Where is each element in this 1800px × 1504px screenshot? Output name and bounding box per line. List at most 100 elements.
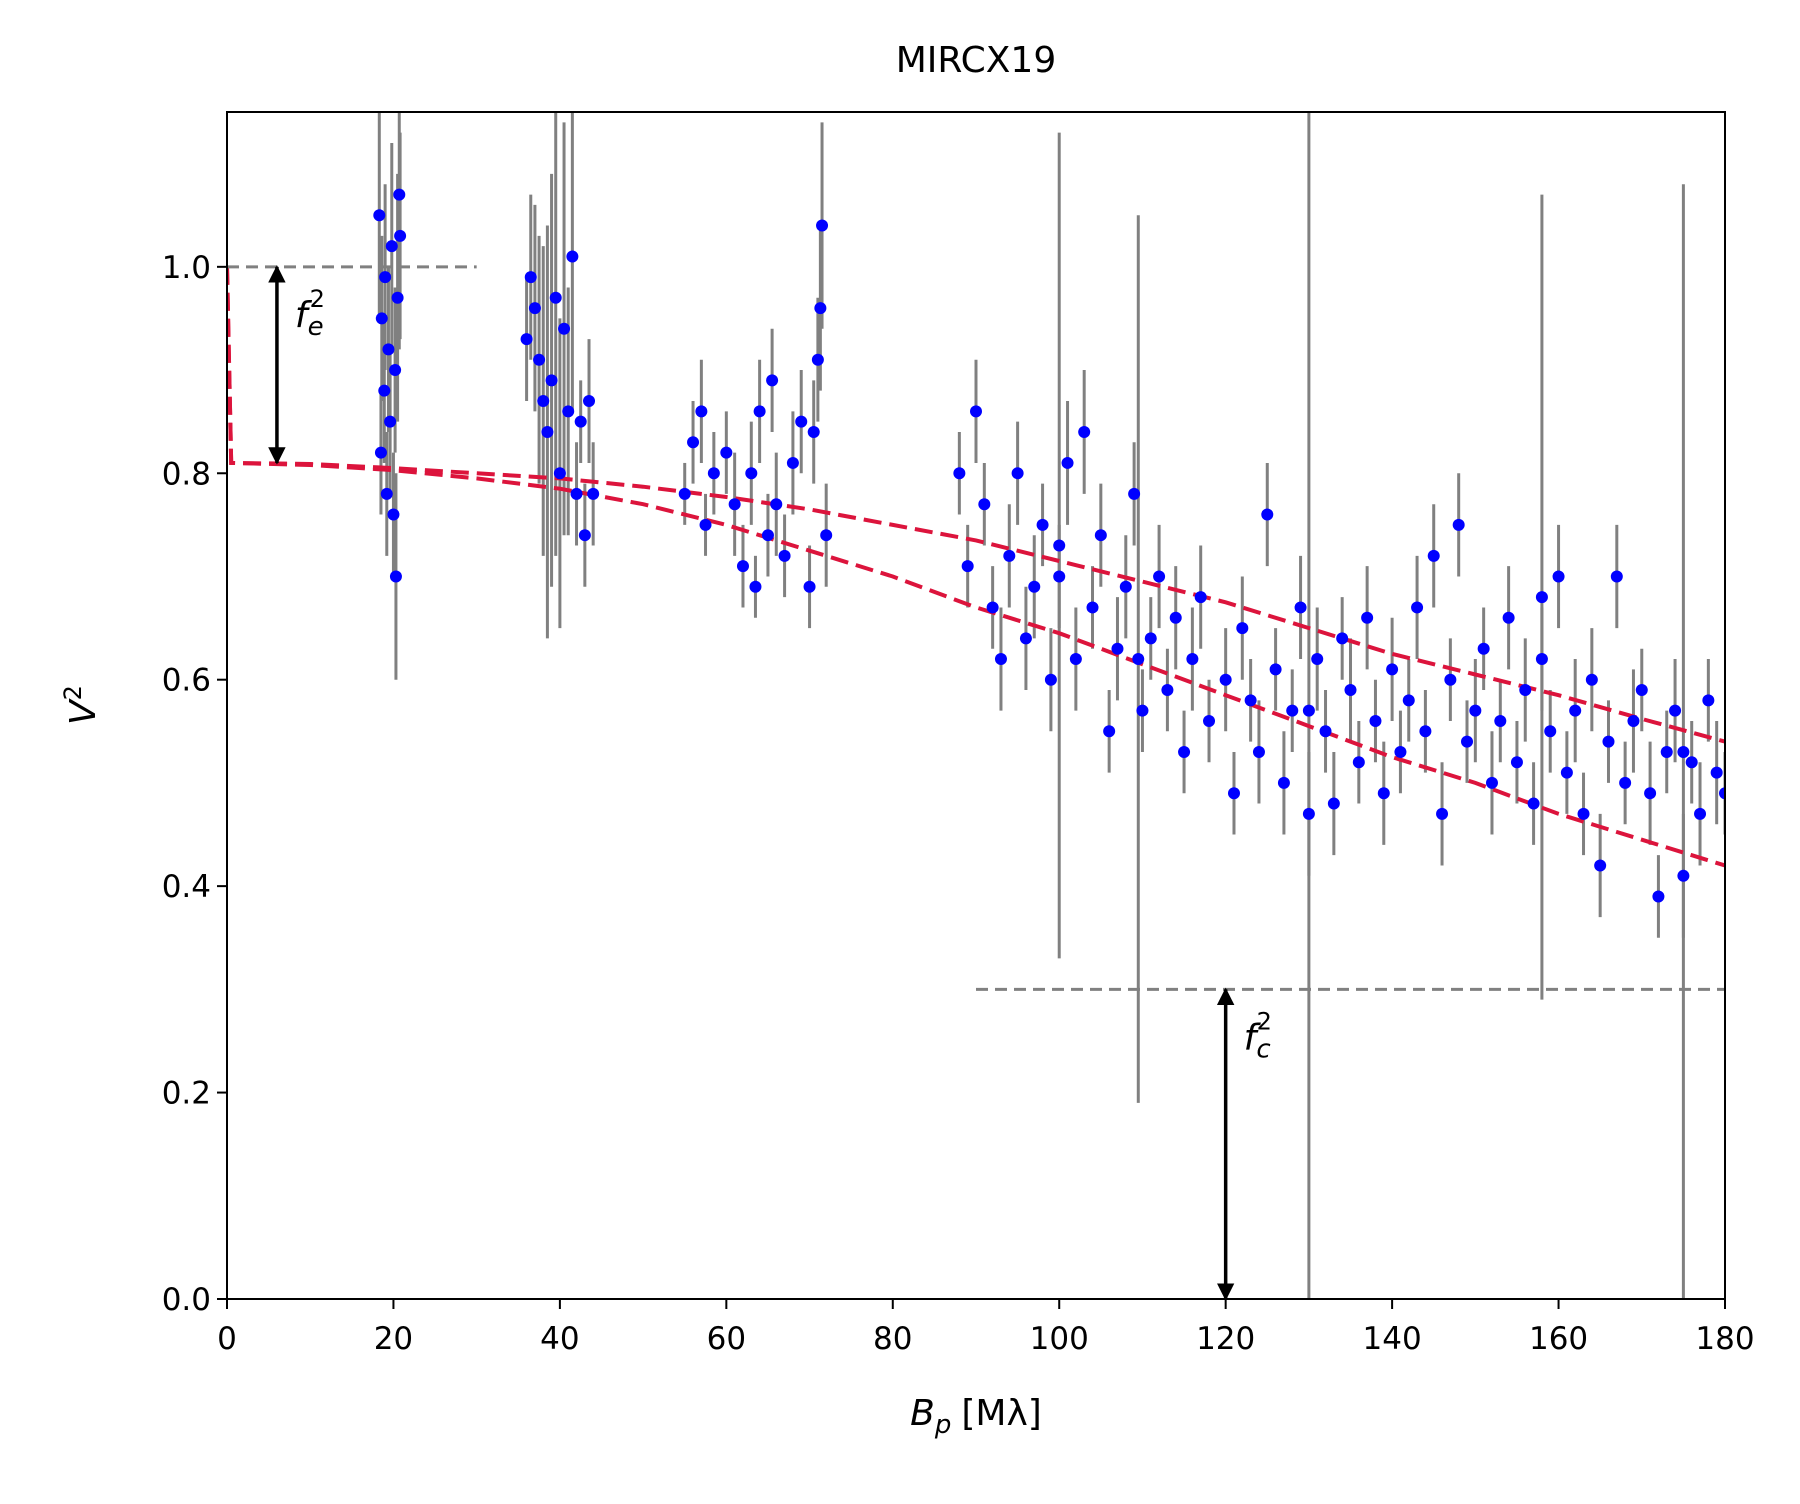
x-tick-label: 180 (1695, 1321, 1754, 1357)
annotation-label: fc2 (1244, 1007, 1272, 1064)
data-point (1344, 684, 1357, 697)
data-point (1585, 673, 1598, 686)
data-point (1269, 663, 1282, 676)
data-point (549, 291, 562, 304)
data-point (1560, 766, 1573, 779)
data-point (533, 353, 546, 366)
data-point (1103, 725, 1116, 738)
data-point (566, 250, 579, 263)
data-point (816, 219, 829, 232)
data-point (978, 498, 991, 511)
data-point (1327, 797, 1340, 810)
data-point (820, 529, 833, 542)
data-point (1302, 807, 1315, 820)
data-point (1502, 611, 1515, 624)
data-point (1719, 787, 1725, 800)
x-tick-label: 20 (374, 1321, 413, 1357)
x-tick-label: 40 (540, 1321, 579, 1357)
data-point (382, 343, 395, 356)
data-point (562, 405, 575, 418)
model-curve (227, 266, 1725, 744)
data-point (1011, 467, 1024, 480)
data-point (786, 456, 799, 469)
axes-frame (226, 111, 1726, 1300)
data-point (1444, 673, 1457, 686)
data-point (394, 229, 407, 242)
data-point (1186, 653, 1199, 666)
data-point (1319, 725, 1332, 738)
x-tick-label: 80 (873, 1321, 912, 1357)
data-point (1477, 642, 1490, 655)
data-point (524, 271, 537, 284)
x-tick-label: 100 (1030, 1321, 1089, 1357)
data-point (1510, 756, 1523, 769)
data-point (749, 580, 762, 593)
data-point (1702, 694, 1715, 707)
x-axis-label: Bp [Mλ] (910, 1393, 1042, 1440)
x-tick-label: 0 (217, 1321, 237, 1357)
data-point (574, 415, 587, 428)
data-point (1469, 704, 1482, 717)
data-point (1061, 456, 1074, 469)
data-point (1669, 704, 1682, 717)
data-point (1019, 632, 1032, 645)
data-point (1402, 694, 1415, 707)
data-point (1252, 745, 1265, 758)
data-point (986, 601, 999, 614)
data-point (393, 188, 406, 201)
annotation-label: fe2 (295, 285, 325, 342)
data-point (1236, 622, 1249, 635)
data-point (1194, 591, 1207, 604)
data-point (699, 518, 712, 531)
data-point (1132, 653, 1145, 666)
data-point (761, 529, 774, 542)
data-point (766, 374, 779, 387)
data-point (953, 467, 966, 480)
chart-title: MIRCX19 (896, 40, 1057, 81)
data-point (391, 291, 404, 304)
data-point (1427, 549, 1440, 562)
data-point (970, 405, 982, 418)
data-point (553, 467, 566, 480)
data-point (537, 395, 550, 408)
annotation-sup: 2 (310, 285, 325, 313)
y-axis-label: V2 (59, 685, 104, 725)
x-tick-label: 60 (707, 1321, 746, 1357)
data-point (378, 384, 391, 397)
data-point (1286, 704, 1299, 717)
data-point (520, 333, 533, 346)
data-point (1028, 580, 1041, 593)
y-tick-label: 0.2 (162, 1076, 211, 1112)
data-point (1369, 714, 1382, 727)
data-point (578, 529, 591, 542)
data-point (389, 364, 402, 377)
data-point (1161, 684, 1174, 697)
data-point (1710, 766, 1723, 779)
data-point (583, 395, 596, 408)
y-tick-label: 0.6 (162, 663, 211, 699)
data-point (1627, 714, 1640, 727)
data-point (545, 374, 558, 387)
data-point (1094, 529, 1107, 542)
data-point (1577, 807, 1590, 820)
data-point (1078, 425, 1091, 438)
x-label-base: B (910, 1393, 935, 1434)
data-point (1169, 611, 1182, 624)
data-point (1602, 735, 1615, 748)
data-point (1452, 518, 1465, 531)
annotation-sub: c (1256, 1034, 1270, 1064)
data-point (1003, 549, 1016, 562)
data-point (1594, 859, 1607, 872)
data-point (541, 425, 554, 438)
data-point (1519, 684, 1532, 697)
x-label-unit: [Mλ] (961, 1393, 1041, 1434)
y-label-sup: 2 (59, 685, 87, 700)
data-point (778, 549, 791, 562)
data-point (384, 415, 397, 428)
x-tick-label: 120 (1196, 1321, 1255, 1357)
data-point (795, 415, 808, 428)
data-point (687, 436, 700, 449)
data-point (695, 405, 708, 418)
data-point (1411, 601, 1424, 614)
